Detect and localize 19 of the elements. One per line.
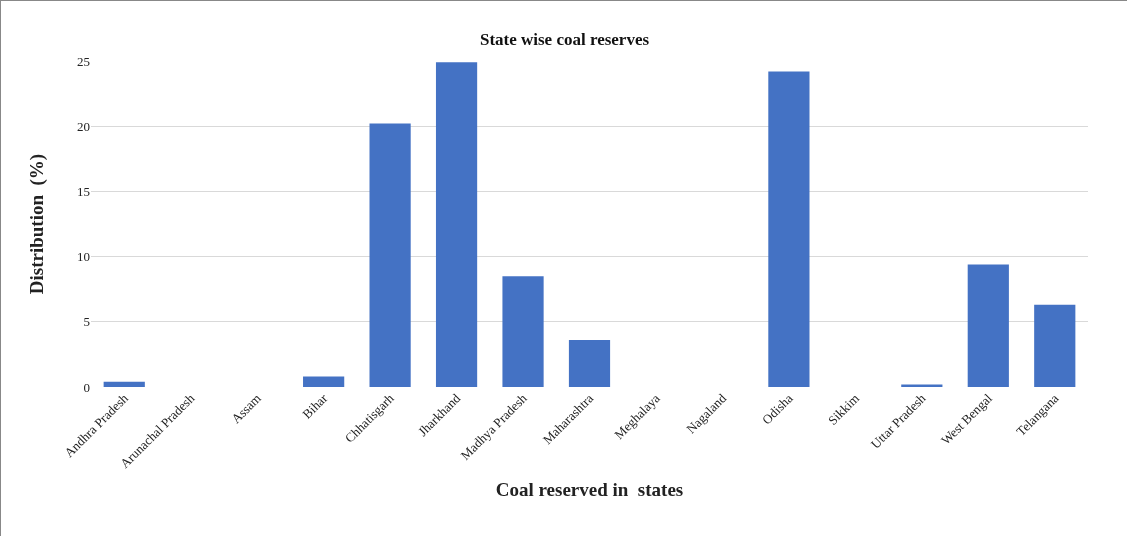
bar — [568, 340, 611, 387]
y-tick-label: 5 — [83, 314, 90, 330]
y-tick-label: 10 — [77, 249, 90, 265]
y-tick-label: 20 — [77, 118, 90, 134]
bar — [435, 62, 478, 387]
bar — [768, 71, 810, 387]
bar — [103, 381, 145, 387]
y-tick-label: 15 — [77, 183, 90, 199]
x-axis-title: Coal reserved in states — [495, 478, 684, 500]
y-tick-label: 25 — [77, 53, 90, 69]
bar — [502, 276, 544, 387]
bar — [1034, 304, 1076, 387]
y-axis-title: Distribution (%) — [26, 153, 48, 295]
y-tick-label: 0 — [83, 379, 90, 395]
bar — [303, 376, 345, 387]
bar — [369, 123, 411, 387]
bar — [967, 264, 1009, 387]
chart-title: State wise coal reserves — [479, 30, 650, 50]
bar — [901, 384, 943, 387]
